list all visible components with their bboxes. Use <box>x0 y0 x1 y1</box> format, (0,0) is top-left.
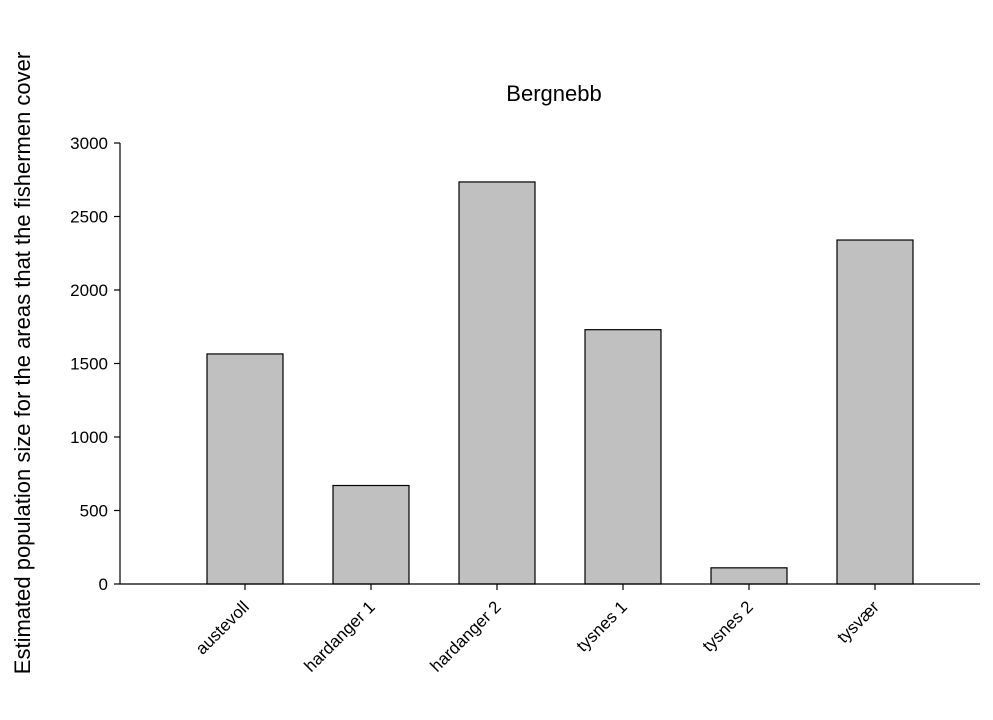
x-tick-label: hardanger 1 <box>301 597 379 675</box>
x-tick-label: tysnes 2 <box>699 597 757 655</box>
x-axis: austevoll hardanger 1 hardanger 2 tysnes 1 t… <box>120 583 980 676</box>
y-tick-label: 500 <box>80 502 108 521</box>
bar-hardanger-1 <box>332 484 410 585</box>
bar-tysnes-2 <box>710 567 788 585</box>
x-tick-label: tysnes 1 <box>573 597 631 655</box>
x-tick-label: austevoll <box>192 597 253 658</box>
bar-tysnes-1 <box>584 329 662 585</box>
bar-hardanger-2 <box>458 181 536 585</box>
y-tick-label: 3000 <box>70 134 108 153</box>
x-tick-label: hardanger 2 <box>427 597 505 675</box>
y-tick-label: 1000 <box>70 428 108 447</box>
y-tick-label: 0 <box>99 575 108 594</box>
x-tick-label: tysvær <box>833 597 883 647</box>
y-tick-label: 1500 <box>70 355 108 374</box>
y-tick-label: 2000 <box>70 281 108 300</box>
y-axis-label: Estimated population size for the areas … <box>10 52 35 674</box>
chart-title: Bergnebb <box>506 81 601 106</box>
bar-austevoll <box>206 353 284 585</box>
bar-tysvær <box>836 239 914 585</box>
bars-group <box>206 181 914 585</box>
y-axis: 0 500 1000 1500 2000 2500 3000 <box>70 134 121 594</box>
y-tick-label: 2500 <box>70 208 108 227</box>
